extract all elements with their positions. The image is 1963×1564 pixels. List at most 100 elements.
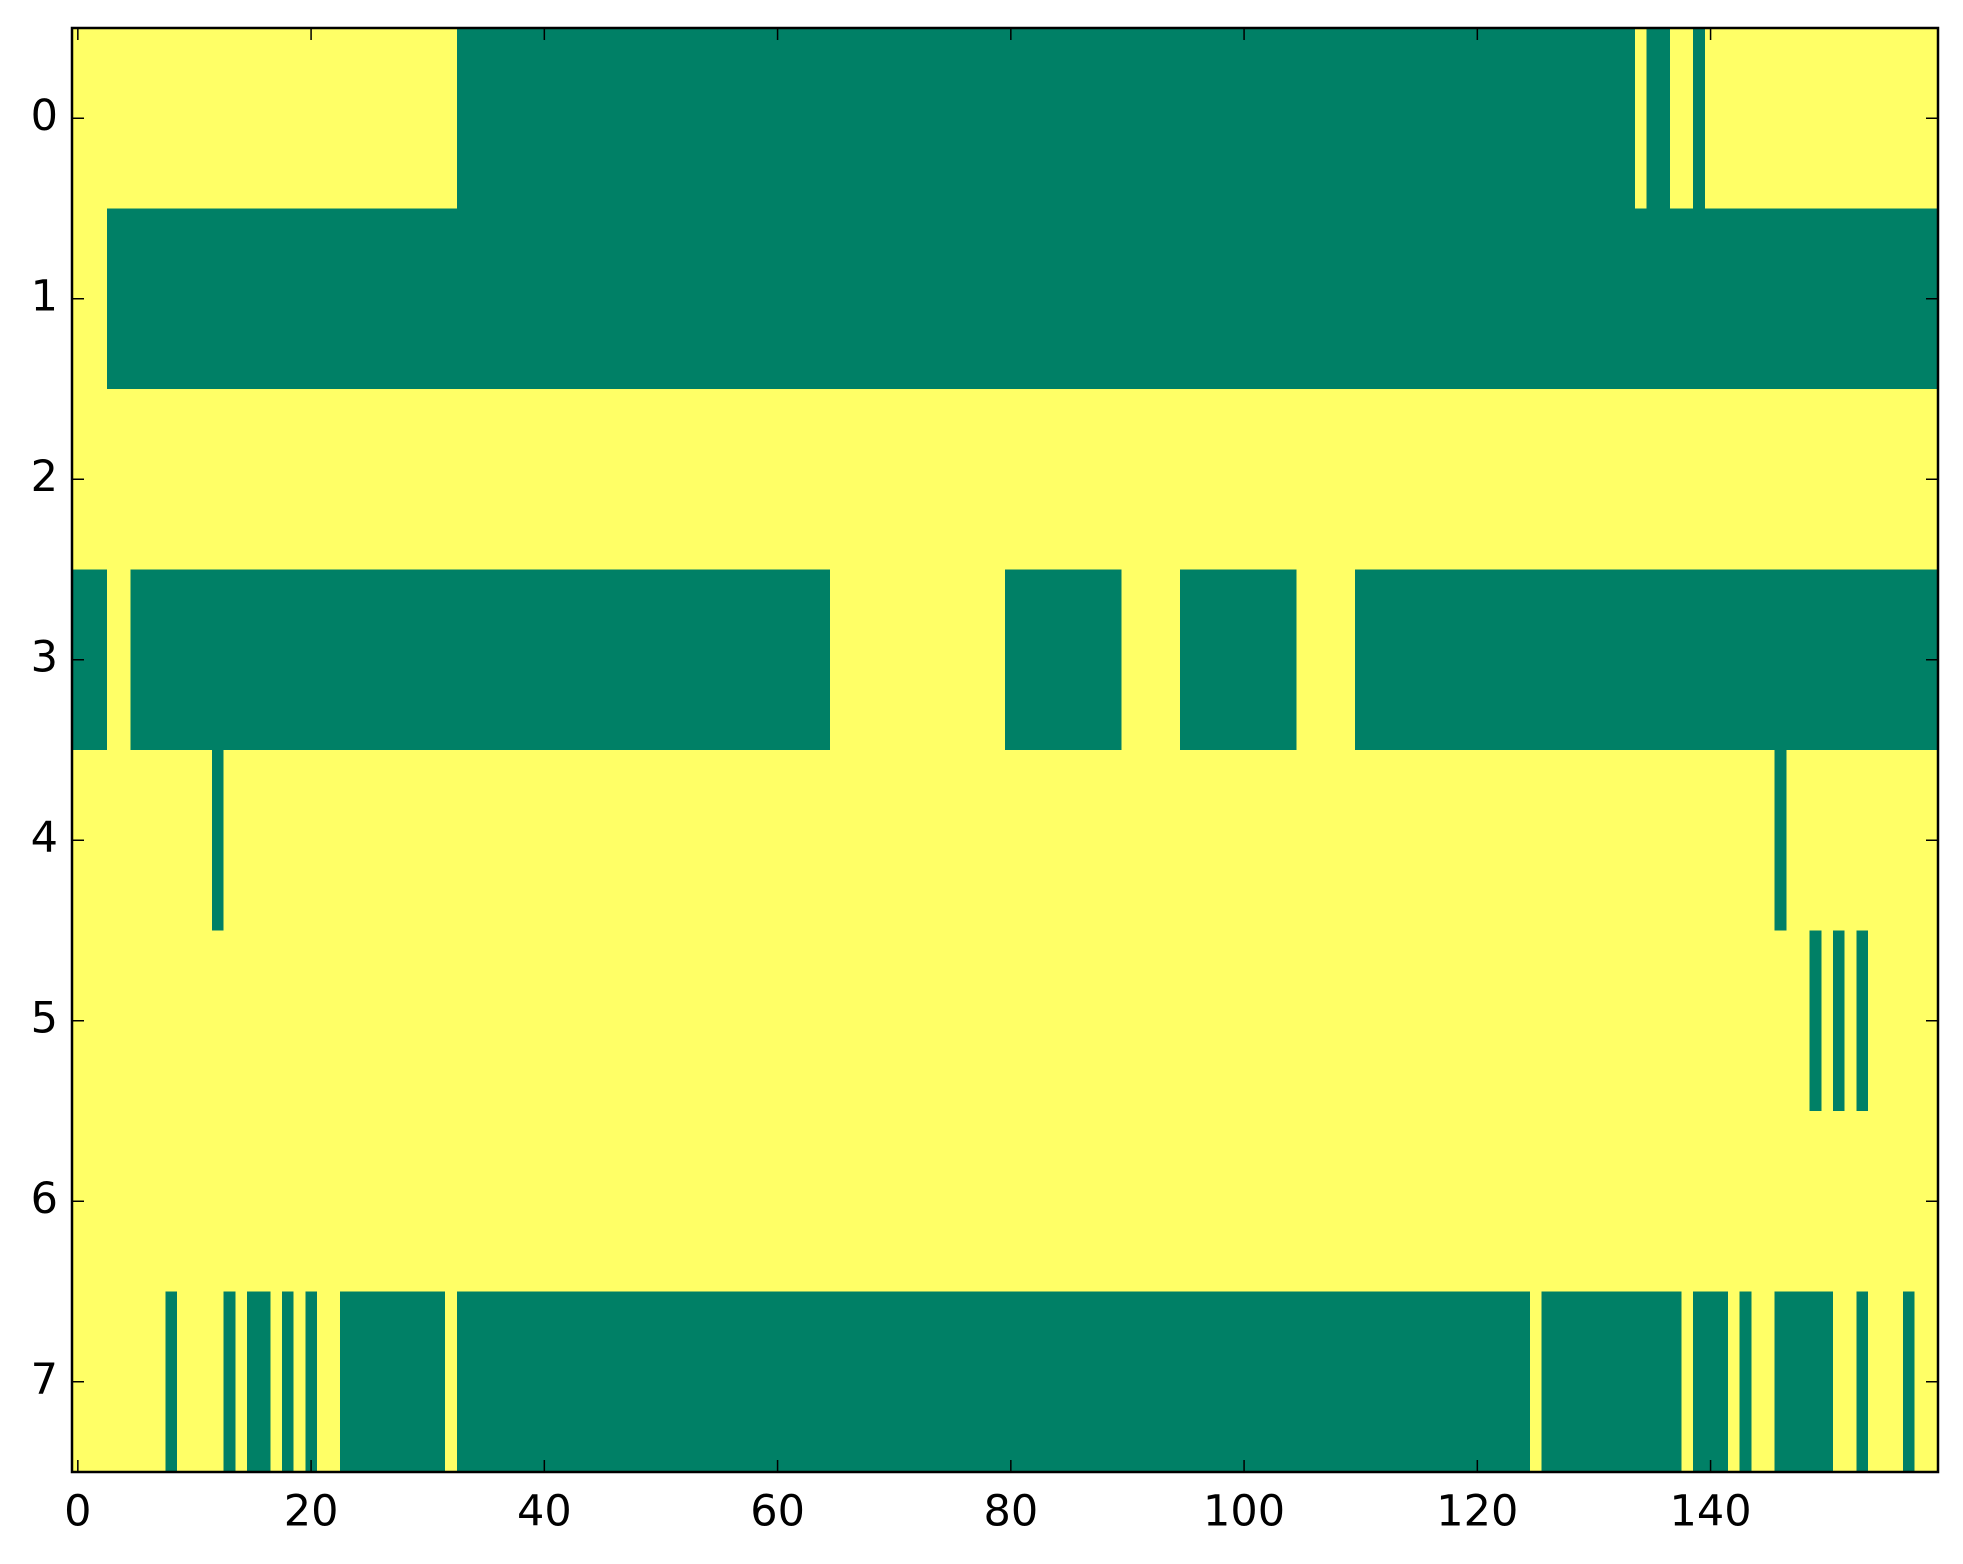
cell [421, 569, 435, 751]
cell [1891, 569, 1904, 751]
cell [911, 208, 924, 390]
cell [1121, 389, 1134, 571]
cell [643, 28, 656, 210]
cell [480, 930, 493, 1112]
cell [1319, 1291, 1333, 1473]
cell [1774, 569, 1787, 751]
cell [1716, 750, 1729, 932]
cell [1249, 389, 1263, 571]
cell [223, 1291, 236, 1473]
axes: 0 20 40 60 80 100 120 140 0 1 2 3 4 5 6 7 [31, 26, 1940, 1537]
cell [1005, 1291, 1018, 1473]
cell [1728, 569, 1741, 751]
cell [141, 930, 155, 1112]
cell [911, 389, 924, 571]
cell [165, 750, 178, 932]
cell [1716, 1111, 1729, 1293]
cell [1728, 389, 1741, 571]
cell [1028, 750, 1041, 932]
cell [1179, 1291, 1193, 1473]
cell [1611, 1111, 1624, 1293]
cell [1284, 28, 1298, 210]
cell [340, 389, 353, 571]
cell [1669, 569, 1683, 751]
x-tick-label: 120 [1436, 1487, 1518, 1537]
cell [1483, 930, 1496, 1112]
cell [1553, 1291, 1566, 1473]
cell [1261, 28, 1274, 210]
cell [1331, 750, 1344, 932]
cell [538, 930, 551, 1112]
cell [1389, 750, 1403, 932]
cell [1448, 930, 1461, 1112]
cell [1308, 569, 1321, 751]
cell [1506, 569, 1519, 751]
cell [1028, 569, 1041, 751]
cell [573, 750, 586, 932]
cell [806, 930, 819, 1112]
cell [1903, 208, 1916, 390]
cell [713, 28, 726, 210]
cell [1856, 1111, 1869, 1293]
cell [666, 930, 680, 1112]
cell [1249, 930, 1263, 1112]
cell [701, 208, 715, 390]
cell [1646, 750, 1659, 932]
cell [620, 208, 633, 390]
cell [1634, 930, 1648, 1112]
cell [725, 28, 738, 210]
cell [876, 1111, 889, 1293]
cell [1763, 389, 1776, 571]
cell [1494, 1111, 1508, 1293]
cell [503, 208, 516, 390]
cell [270, 28, 283, 210]
cell [1063, 750, 1076, 932]
cell [1133, 389, 1146, 571]
cell [900, 569, 913, 751]
cell [725, 208, 738, 390]
cell [795, 389, 808, 571]
cell [316, 1291, 330, 1473]
cell [1133, 1111, 1146, 1293]
cell [1681, 389, 1694, 571]
cell [1436, 208, 1449, 390]
cell [911, 569, 924, 751]
cell [1763, 930, 1776, 1112]
cell [1728, 208, 1741, 390]
cell [1179, 930, 1193, 1112]
cell [1669, 28, 1683, 210]
cell [410, 28, 423, 210]
cell [1191, 1111, 1204, 1293]
cell [1401, 750, 1414, 932]
cell [1249, 750, 1263, 932]
cell [1693, 930, 1706, 1112]
cell [1716, 389, 1729, 571]
cell [1553, 750, 1566, 932]
cell [865, 750, 878, 932]
cell [958, 1291, 971, 1473]
cell [1914, 208, 1927, 390]
cell [141, 569, 155, 751]
cell [305, 1111, 318, 1293]
cell [293, 389, 306, 571]
cell [958, 389, 971, 571]
cell [1786, 1111, 1799, 1293]
cell [305, 569, 318, 751]
cell [701, 28, 715, 210]
cell [421, 750, 435, 932]
cell [1891, 389, 1904, 571]
cell [235, 1291, 248, 1473]
cell [1413, 208, 1426, 390]
cell [1051, 208, 1064, 390]
cell [561, 208, 575, 390]
cell [1704, 750, 1718, 932]
cell [1203, 569, 1216, 751]
cell [550, 208, 563, 390]
cell [200, 750, 213, 932]
cell [1448, 569, 1461, 751]
cell [701, 569, 715, 751]
cell [760, 28, 773, 210]
cell [1739, 208, 1752, 390]
cell [1296, 1111, 1309, 1293]
cell [246, 208, 260, 390]
